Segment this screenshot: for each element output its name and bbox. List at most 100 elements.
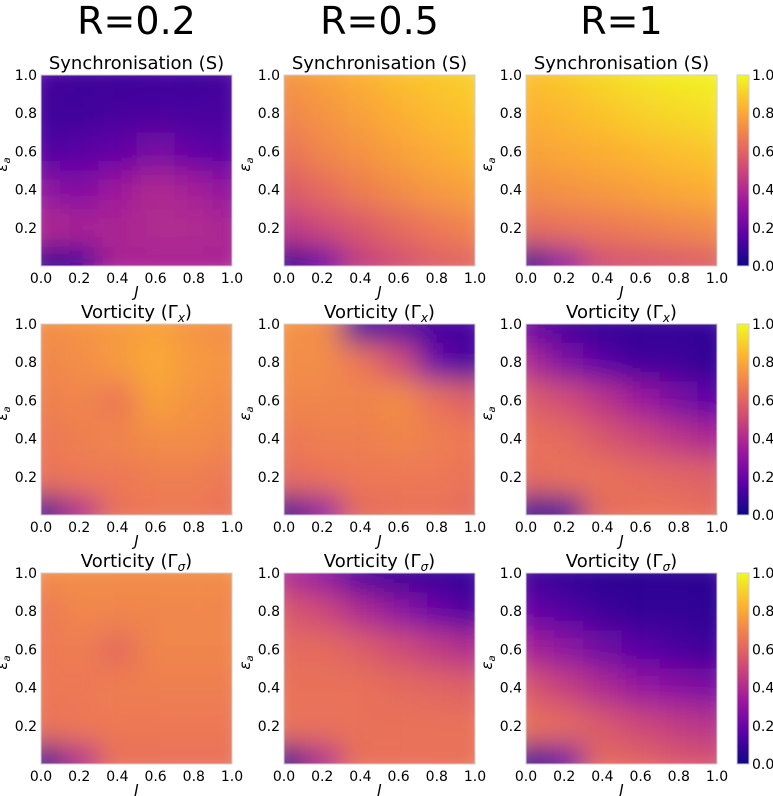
x-tick-label: 0.4 bbox=[591, 520, 613, 536]
heatmap-cell bbox=[697, 706, 717, 745]
colorbar-3: 0.0 0.2 0.4 0.6 0.8 1.0 bbox=[736, 566, 773, 773]
heatmap-cell bbox=[174, 343, 213, 382]
heatmap-cell bbox=[41, 170, 61, 209]
heatmap-cell bbox=[98, 592, 137, 631]
y-tick-label: 0.8 bbox=[500, 106, 522, 122]
heatmap-cell bbox=[303, 592, 342, 631]
heatmap-cell bbox=[545, 668, 584, 707]
heatmap-cell bbox=[697, 208, 717, 247]
heatmap-cell bbox=[417, 324, 456, 344]
column-title-3: R=1 bbox=[580, 0, 662, 43]
heatmap-cell bbox=[212, 592, 232, 631]
heatmap-cell bbox=[341, 668, 380, 707]
heatmap-cell bbox=[621, 592, 660, 631]
x-tick-label: 0.8 bbox=[668, 769, 690, 785]
heatmap-cell bbox=[659, 246, 698, 266]
heatmap-cell bbox=[455, 94, 475, 133]
colorbar-tick-label: 1.0 bbox=[752, 68, 773, 84]
heatmap-cell bbox=[697, 457, 717, 496]
heatmap-cell bbox=[41, 208, 61, 247]
heatmap-panel-9: 0.0 0.2 0.4 0.6 0.8 1.0 0.2 0.4 0.6 0.8 1.0 J bbox=[500, 566, 728, 796]
heatmap-cell bbox=[417, 495, 456, 515]
colorbar-tick-label: 0.8 bbox=[752, 355, 773, 371]
y-tick-label: 0.2 bbox=[258, 719, 280, 735]
heatmap-cell bbox=[341, 495, 380, 515]
heatmap-cell bbox=[284, 94, 304, 133]
heatmap-cell bbox=[545, 573, 584, 593]
heatmap-cell bbox=[136, 457, 175, 496]
heatmap-cell bbox=[659, 592, 698, 631]
x-tick-label: 1.0 bbox=[221, 769, 243, 785]
heatmap-cell bbox=[174, 706, 213, 745]
x-tick-label: 0.6 bbox=[387, 520, 409, 536]
x-tick-label: 0.0 bbox=[515, 769, 537, 785]
panel-frame-8 bbox=[283, 572, 476, 765]
x-tick-label: 0.4 bbox=[106, 271, 128, 287]
y-tick-label: 0.4 bbox=[500, 681, 522, 697]
y-axis-label-3: εa bbox=[478, 157, 498, 171]
heatmap-cell bbox=[98, 132, 137, 171]
heatmap-cell bbox=[417, 630, 456, 669]
heatmap-cell bbox=[60, 246, 99, 266]
heatmap-cell bbox=[621, 744, 660, 764]
heatmap-cell bbox=[41, 132, 61, 171]
heatmap-cell bbox=[379, 706, 418, 745]
heatmap-cell bbox=[621, 668, 660, 707]
colorbar-tick-label: 0.6 bbox=[752, 642, 773, 658]
heatmap-cell bbox=[212, 75, 232, 95]
y-tick-label: 0.4 bbox=[258, 183, 280, 199]
heatmap-cell bbox=[417, 592, 456, 631]
heatmap-cell bbox=[136, 132, 175, 171]
y-axis-label-9: εa bbox=[478, 655, 498, 669]
y-axis-label-6: εa bbox=[478, 406, 498, 420]
y-tick-label: 1.0 bbox=[258, 566, 280, 582]
heatmap-cell bbox=[379, 668, 418, 707]
y-axis-label-7: εa bbox=[0, 655, 13, 669]
x-axis-label-4: J bbox=[131, 532, 138, 550]
heatmap-cell bbox=[341, 132, 380, 171]
x-tick-label: 0.6 bbox=[387, 271, 409, 287]
heatmap-cell bbox=[136, 630, 175, 669]
heatmap-cell bbox=[303, 208, 342, 247]
heatmap-cell bbox=[41, 630, 61, 669]
colorbar-gradient bbox=[736, 572, 750, 765]
y-tick-label: 0.6 bbox=[500, 642, 522, 658]
x-tick-label: 0.2 bbox=[553, 769, 575, 785]
colorbar-tick-label: 0.2 bbox=[752, 221, 773, 237]
heatmap-cell bbox=[379, 744, 418, 764]
heatmap-cell bbox=[41, 343, 61, 382]
heatmap-cell bbox=[526, 324, 546, 344]
heatmap-panel-7: 0.0 0.2 0.4 0.6 0.8 1.0 0.2 0.4 0.6 0.8 1.0 J bbox=[15, 566, 243, 796]
x-tick-label: 0.0 bbox=[273, 271, 295, 287]
heatmap-cell bbox=[303, 381, 342, 420]
heatmap-panel-4: 0.0 0.2 0.4 0.6 0.8 1.0 0.2 0.4 0.6 0.8 1.0 J bbox=[15, 317, 243, 550]
heatmap-cell bbox=[41, 75, 61, 95]
heatmap-cell bbox=[174, 208, 213, 247]
x-tick-label: 0.8 bbox=[426, 769, 448, 785]
heatmap-cell bbox=[697, 630, 717, 669]
heatmap-cell bbox=[98, 573, 137, 593]
x-tick-label: 0.6 bbox=[144, 520, 166, 536]
heatmap-cell bbox=[341, 419, 380, 458]
heatmap-cell bbox=[212, 744, 232, 764]
heatmap-cell bbox=[697, 592, 717, 631]
x-axis-label-6: J bbox=[616, 532, 623, 550]
heatmap-cell bbox=[583, 132, 622, 171]
colorbar-tick-label: 1.0 bbox=[752, 566, 773, 582]
y-tick-label: 0.2 bbox=[500, 470, 522, 486]
heatmap-cell bbox=[455, 668, 475, 707]
y-tick-label: 1.0 bbox=[500, 317, 522, 333]
heatmap-cell bbox=[697, 495, 717, 515]
heatmap-cell bbox=[526, 668, 546, 707]
heatmap-cell bbox=[341, 457, 380, 496]
heatmap-cell bbox=[60, 706, 99, 745]
column-title-2: R=0.5 bbox=[320, 0, 439, 43]
heatmap-cell bbox=[284, 208, 304, 247]
heatmap-cell bbox=[303, 419, 342, 458]
heatmap-cell bbox=[697, 744, 717, 764]
heatmap-cell bbox=[212, 573, 232, 593]
heatmap-field-6 bbox=[526, 324, 717, 515]
heatmap-cell bbox=[174, 744, 213, 764]
heatmap-cell bbox=[136, 573, 175, 593]
colorbar-gradient bbox=[736, 74, 750, 267]
